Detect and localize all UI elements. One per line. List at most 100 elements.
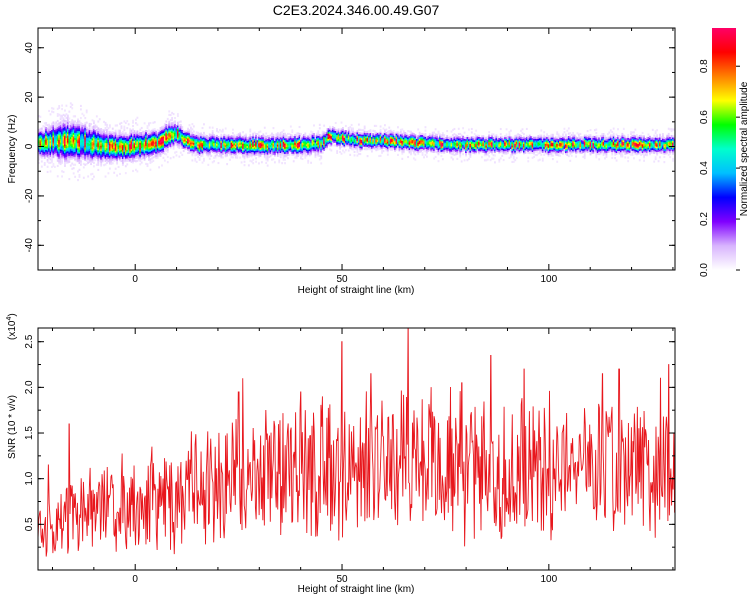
spectrogram-cell — [494, 144, 496, 147]
spectrogram-cell — [323, 140, 326, 143]
spectrogram-cell — [492, 154, 495, 157]
spectrogram-cell — [331, 141, 334, 144]
spectrogram-cell — [357, 123, 360, 126]
spectrogram-cell — [64, 140, 66, 143]
spectrogram-cell — [39, 133, 42, 136]
spectrogram-cell — [307, 146, 310, 149]
spectrogram-cell — [48, 144, 50, 147]
spectrogram-cell — [525, 140, 528, 143]
spectrogram-cell — [133, 138, 136, 142]
spectrogram-cell — [95, 148, 98, 151]
spectrogram-cell — [97, 155, 100, 158]
spectrogram-cell — [101, 151, 104, 154]
spectrogram-cell — [121, 153, 124, 156]
spectrogram-cell — [208, 157, 211, 160]
spectrogram-cell — [58, 160, 61, 163]
spectrogram-cell — [197, 140, 200, 143]
spectrogram-cell — [79, 122, 82, 125]
spectrogram-cell — [159, 149, 162, 152]
spectrogram-cell — [424, 148, 427, 151]
spectrogram-cell — [508, 139, 511, 142]
spectrogram-cell — [352, 137, 355, 141]
spectrogram-cell — [120, 121, 123, 125]
spectrogram-cell — [48, 139, 50, 142]
spectrogram-cell — [191, 145, 194, 148]
spectrogram-cell — [444, 149, 447, 152]
spectrogram-cell — [139, 154, 142, 157]
spectrogram-cell — [213, 160, 216, 163]
spectrogram-cell — [452, 128, 454, 131]
spectrogram-cell — [436, 144, 438, 147]
spectrogram-cell — [337, 133, 340, 136]
spectrogram-cell — [123, 127, 126, 130]
spectrogram-cell — [197, 155, 200, 159]
spectrogram-cell — [195, 141, 198, 144]
spectrogram-cell — [515, 141, 518, 144]
spectrogram-cell — [65, 146, 68, 149]
spectrogram-cell — [150, 136, 153, 139]
spectrogram-cell — [294, 137, 297, 140]
spectrogram-cell — [420, 150, 423, 153]
spectrogram-cell — [40, 165, 43, 168]
spectrogram-cell — [78, 135, 81, 139]
spectrogram-cell — [315, 134, 318, 137]
spectrogram-cell — [197, 136, 200, 140]
spectrogram-cell — [381, 136, 383, 139]
spectrogram-cell — [340, 131, 343, 134]
spectrogram-cell — [156, 128, 159, 132]
spectrogram-cell — [93, 125, 95, 128]
spectrogram-cell — [56, 113, 59, 116]
spectrogram-cell — [245, 142, 247, 145]
spectrogram-cell — [421, 145, 424, 148]
spectrogram-cell — [104, 132, 107, 135]
spectrogram-cell — [249, 135, 252, 138]
spectrogram-cell — [49, 149, 52, 152]
spectrogram-cell — [326, 143, 328, 146]
spectrogram-cell — [311, 141, 314, 144]
spectrogram-cell — [518, 149, 521, 152]
spectrogram-cell — [473, 136, 476, 139]
spectrogram-cell — [424, 146, 427, 150]
spectrogram-cell — [236, 149, 239, 152]
spectrogram-cell — [514, 159, 517, 162]
spectrogram-cell — [268, 150, 271, 153]
spectrogram-cell — [282, 158, 285, 161]
spectrogram-cell — [240, 142, 243, 145]
spectrogram-cell — [59, 149, 62, 152]
spectrogram-cell — [97, 142, 100, 146]
spectrogram-cell — [252, 139, 255, 142]
spectrogram-cell — [198, 144, 201, 148]
spectrogram-cell — [507, 142, 509, 146]
spectrogram-cell — [218, 149, 221, 152]
spectrogram-cell — [433, 134, 436, 138]
spectrogram-cell — [237, 150, 240, 153]
spectrogram-cell — [84, 127, 87, 130]
spectrogram-cell — [103, 143, 105, 146]
spectrogram-cell — [239, 137, 242, 140]
spectrogram-cell — [363, 139, 366, 142]
spectrogram-cell — [64, 164, 66, 167]
spectrogram-cell — [234, 147, 237, 150]
spectrogram-cell — [350, 132, 353, 135]
spectrogram-cell — [216, 152, 218, 155]
spectrogram-cell — [142, 153, 145, 156]
spectrogram-cell — [250, 146, 253, 149]
spectrogram-cell — [114, 152, 117, 155]
spectrogram-cell — [327, 143, 330, 146]
spectrogram-cell — [518, 142, 521, 145]
spectrogram-cell — [434, 128, 437, 131]
spectrogram-cell — [421, 139, 424, 142]
spectrogram-cell — [250, 151, 253, 154]
spectrogram-cell — [237, 140, 240, 143]
spectrogram-cell — [78, 173, 81, 177]
spectrogram-cell — [110, 148, 113, 152]
spectrogram-cell — [153, 129, 156, 132]
spectrogram-cell — [333, 135, 336, 138]
spectrogram-cell — [171, 118, 174, 121]
spectrogram-cell — [61, 154, 64, 157]
spectrogram-cell — [386, 134, 389, 137]
spectrogram-cell — [258, 139, 260, 142]
spectrogram-cell — [162, 146, 165, 149]
spectrogram-cell — [408, 134, 411, 137]
spectrogram-cell — [150, 148, 153, 151]
